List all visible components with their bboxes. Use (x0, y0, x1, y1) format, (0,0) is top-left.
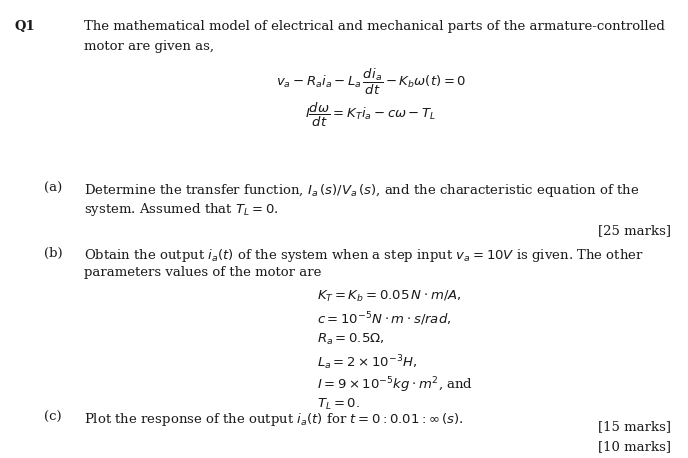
Text: [10 marks]: [10 marks] (598, 440, 671, 453)
Text: (c): (c) (44, 411, 62, 424)
Text: $I\dfrac{d\omega}{dt} = K_T i_a - c\omega - T_L$: $I\dfrac{d\omega}{dt} = K_T i_a - c\omeg… (305, 101, 437, 130)
Text: [15 marks]: [15 marks] (598, 420, 671, 433)
Text: Plot the response of the output $i_a(t)$ for $t = 0: 0.01: \infty\,(s)$.: Plot the response of the output $i_a(t)$… (85, 411, 464, 428)
Text: parameters values of the motor are: parameters values of the motor are (85, 266, 322, 279)
Text: Determine the transfer function, $I_a\,(s)/V_a\,(s)$, and the characteristic equ: Determine the transfer function, $I_a\,(… (85, 182, 640, 199)
Text: system. Assumed that $T_L = 0$.: system. Assumed that $T_L = 0$. (85, 201, 279, 218)
Text: $K_T = K_b = 0.05\,N\cdot m/A,$: $K_T = K_b = 0.05\,N\cdot m/A,$ (317, 289, 462, 304)
Text: $v_a - R_a i_a - L_a\,\dfrac{di_a}{dt} - K_b\omega(t) = 0$: $v_a - R_a i_a - L_a\,\dfrac{di_a}{dt} -… (276, 66, 466, 97)
Text: Obtain the output $i_a(t)$ of the system when a step input $v_a = 10V$ is given.: Obtain the output $i_a(t)$ of the system… (85, 247, 644, 264)
Text: $c = 10^{-5}N\cdot m\cdot s/rad,$: $c = 10^{-5}N\cdot m\cdot s/rad,$ (317, 310, 451, 327)
Text: $T_L = 0.$: $T_L = 0.$ (317, 397, 360, 412)
Text: (b): (b) (44, 247, 63, 260)
Text: Q1: Q1 (15, 20, 36, 33)
Text: (a): (a) (44, 182, 62, 195)
Text: $R_a = 0.5\Omega,$: $R_a = 0.5\Omega,$ (317, 332, 385, 347)
Text: $I = 9\times 10^{-5}kg\cdot m^2$, and: $I = 9\times 10^{-5}kg\cdot m^2$, and (317, 375, 473, 394)
Text: [25 marks]: [25 marks] (598, 224, 671, 237)
Text: The mathematical model of electrical and mechanical parts of the armature-contro: The mathematical model of electrical and… (85, 20, 665, 33)
Text: $L_a = 2\times 10^{-3}H,$: $L_a = 2\times 10^{-3}H,$ (317, 353, 417, 372)
Text: motor are given as,: motor are given as, (85, 39, 215, 53)
